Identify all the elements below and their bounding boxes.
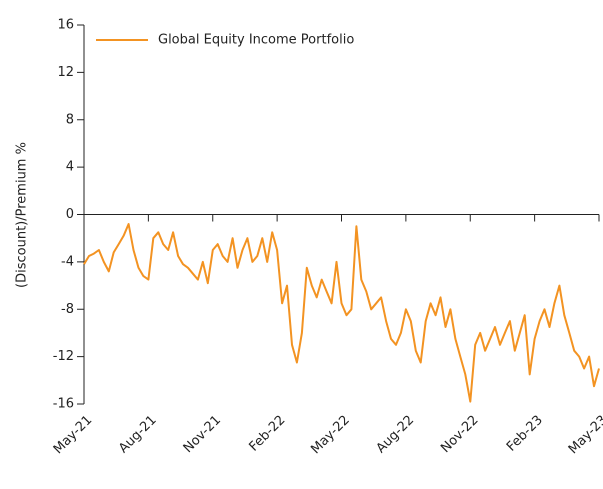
y-tick-label: 12 — [57, 65, 74, 80]
x-tick-label: May-21 — [51, 413, 95, 457]
y-tick-label: 4 — [66, 160, 74, 175]
y-tick-label: 0 — [66, 207, 74, 222]
x-tick-label: Feb-22 — [247, 413, 289, 455]
y-tick-label: -8 — [61, 302, 74, 317]
y-tick-label: -4 — [61, 254, 74, 269]
x-tick-label: Feb-23 — [504, 413, 546, 455]
y-axis-label: (Discount)/Premium % — [15, 142, 30, 288]
y-tick-label: -12 — [53, 349, 74, 364]
y-tick-label: 16 — [57, 18, 74, 33]
x-tick-label: Nov-22 — [438, 413, 481, 456]
x-tick-label: May-22 — [308, 413, 352, 457]
legend-label: Global Equity Income Portfolio — [158, 33, 354, 48]
y-tick-label: -16 — [53, 397, 74, 412]
x-tick-label: May-23 — [566, 413, 603, 457]
x-tick-label: Nov-21 — [181, 413, 224, 456]
x-tick-label: Aug-22 — [374, 413, 418, 457]
y-tick-label: 8 — [66, 112, 74, 127]
x-tick-label: Aug-21 — [116, 413, 160, 457]
series-line — [83, 223, 600, 403]
